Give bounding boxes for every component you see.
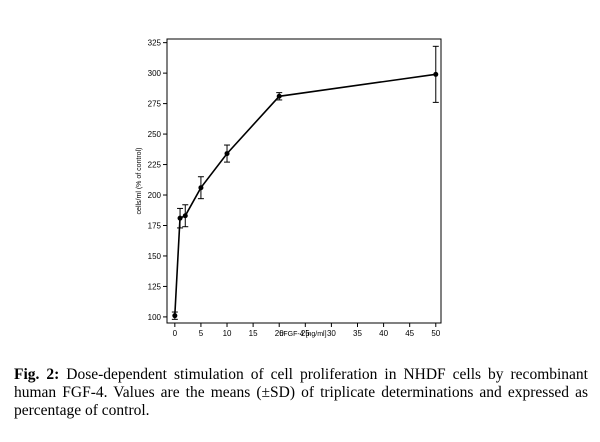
x-tick-label: 30: [327, 329, 336, 338]
y-tick-label: 150: [148, 252, 162, 261]
y-tick-label: 275: [148, 100, 162, 109]
y-axis-title: cells/ml (% of control): [136, 148, 143, 215]
x-tick-label: 50: [431, 329, 440, 338]
y-tick-label: 225: [148, 161, 162, 170]
y-tick-label: 125: [148, 282, 162, 291]
data-point: [198, 185, 204, 191]
y-axis: 100 125 150 175 200 225 250 275 300 325: [148, 39, 167, 322]
caption-label: Fig. 2:: [14, 366, 60, 383]
plot-frame: [166, 38, 442, 324]
x-axis: 0 5 10 15 20 25 30 35 40 45 50: [173, 323, 441, 338]
figure-caption: Fig. 2: Dose-dependent stimulation of ce…: [14, 366, 588, 420]
series-line: [174, 73, 436, 316]
x-axis-title: hFGF-4 [ng/ml]: [279, 331, 326, 338]
x-tick-label: 35: [353, 329, 362, 338]
x-tick-label: 5: [199, 329, 204, 338]
y-tick-label: 300: [148, 69, 162, 78]
x-tick-label: 10: [223, 329, 232, 338]
y-tick-label: 250: [148, 130, 162, 139]
x-tick-label: 20: [275, 329, 284, 338]
data-point: [276, 93, 282, 99]
x-tick-label: 0: [173, 329, 178, 338]
x-tick-label: 25: [301, 329, 310, 338]
x-tick-label: 40: [379, 329, 388, 338]
caption-text: Dose-dependent stimulation of cell proli…: [14, 366, 588, 419]
y-tick-label: 200: [148, 191, 162, 200]
data-point: [224, 151, 230, 157]
chart: 100 125 150 175 200 225 250 275 300 325 0 5 10 15 20 2…: [136, 38, 442, 338]
y-tick-label: 175: [148, 221, 162, 230]
data-point: [172, 313, 178, 319]
x-tick-label: 45: [405, 329, 414, 338]
x-tick-label: 15: [249, 329, 258, 338]
data-point: [182, 213, 188, 219]
y-tick-label: 325: [148, 39, 162, 48]
data-series: [171, 45, 439, 320]
y-tick-label: 100: [148, 313, 162, 322]
data-point: [177, 215, 183, 221]
data-point: [433, 71, 439, 77]
